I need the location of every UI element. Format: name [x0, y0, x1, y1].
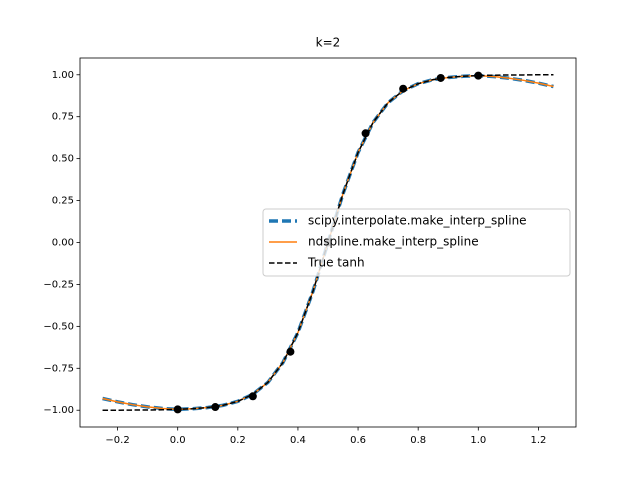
plot-frame — [79, 57, 577, 428]
x-tick-label: 0.6 — [350, 435, 366, 446]
data-point — [436, 73, 445, 82]
legend-label: scipy.interpolate.make_interp_spline — [308, 214, 527, 228]
legend-label: True tanh — [307, 256, 365, 270]
data-point — [211, 403, 220, 412]
x-tick-label: 0.0 — [170, 435, 186, 446]
legend-box — [262, 208, 571, 277]
data-point — [173, 405, 182, 414]
legend: scipy.interpolate.make_interp_splinendsp… — [262, 208, 571, 277]
y-tick-label: 0.50 — [52, 154, 74, 165]
data-point — [474, 71, 483, 80]
y-tick-label: −0.75 — [43, 363, 74, 374]
y-tick-label: 1.00 — [52, 70, 74, 81]
chart-title: k=2 — [316, 36, 341, 50]
y-tick-label: 0.25 — [52, 196, 74, 207]
data-point — [286, 347, 295, 356]
y-tick-label: −0.50 — [43, 321, 74, 332]
data-point — [361, 129, 370, 138]
x-tick-label: 0.2 — [230, 435, 246, 446]
y-tick-label: 0.75 — [52, 112, 74, 123]
x-tick-label: 1.0 — [470, 435, 486, 446]
x-tick-label: 0.4 — [290, 435, 306, 446]
x-tick-label: 0.8 — [410, 435, 426, 446]
legend-label: ndspline.make_interp_spline — [308, 235, 479, 249]
y-tick-label: −0.25 — [43, 279, 74, 290]
x-tick-label: −0.2 — [105, 435, 129, 446]
data-point — [248, 392, 257, 401]
x-tick-label: 1.2 — [530, 435, 546, 446]
y-tick-label: −1.00 — [43, 405, 74, 416]
data-point — [399, 84, 408, 93]
y-tick-label: 0.00 — [52, 238, 74, 249]
